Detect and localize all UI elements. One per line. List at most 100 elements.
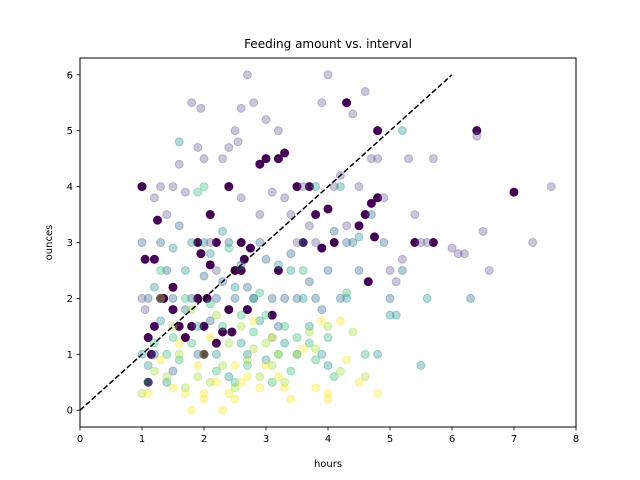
data-point <box>304 327 314 337</box>
data-point <box>273 260 283 270</box>
data-point <box>370 232 379 242</box>
data-point <box>211 310 221 320</box>
data-point <box>447 243 457 253</box>
data-point <box>242 282 252 292</box>
y-tick-label: 0 <box>67 406 73 417</box>
x-tick-label: 7 <box>511 434 517 445</box>
data-point <box>292 238 302 247</box>
data-point <box>193 142 203 152</box>
data-point <box>391 277 401 287</box>
data-point <box>168 383 178 393</box>
data-point <box>146 349 156 359</box>
data-point <box>156 316 166 326</box>
data-point <box>193 187 203 197</box>
data-point <box>342 221 352 231</box>
data-point <box>246 243 255 253</box>
data-point <box>174 321 184 331</box>
data-point <box>218 226 228 236</box>
data-point <box>255 383 265 393</box>
data-point <box>317 243 327 253</box>
data-point <box>286 265 296 275</box>
y-tick-label: 5 <box>67 126 73 137</box>
data-point <box>385 293 395 303</box>
data-point <box>205 299 215 309</box>
data-point <box>255 210 265 220</box>
data-point <box>335 293 345 303</box>
x-tick-label: 1 <box>139 434 145 445</box>
data-point <box>187 238 197 247</box>
data-point <box>143 293 153 303</box>
data-point <box>199 321 209 331</box>
reference-line <box>79 74 453 411</box>
data-point <box>261 154 271 164</box>
data-point <box>311 238 321 247</box>
data-point <box>311 344 321 354</box>
data-point <box>218 321 228 331</box>
data-point <box>329 226 339 236</box>
data-point <box>143 333 153 343</box>
y-tick-label: 4 <box>67 182 73 193</box>
data-point <box>360 372 370 382</box>
data-point <box>267 333 277 343</box>
data-point <box>242 70 252 80</box>
data-point <box>428 154 438 164</box>
data-point <box>466 293 476 303</box>
data-point <box>168 282 178 292</box>
data-point <box>137 293 147 303</box>
data-point <box>187 321 197 331</box>
data-point <box>255 288 265 298</box>
data-point <box>255 316 265 326</box>
data-point <box>156 265 166 275</box>
data-point <box>273 372 283 382</box>
data-point <box>323 394 333 404</box>
data-point <box>354 377 364 387</box>
data-point <box>280 377 290 387</box>
data-point <box>211 265 221 275</box>
data-point <box>174 221 184 231</box>
data-point <box>162 372 172 382</box>
data-point <box>304 338 314 348</box>
data-point <box>205 210 215 220</box>
data-point <box>236 265 246 275</box>
data-point <box>199 349 209 359</box>
data-point <box>205 249 215 259</box>
data-point <box>199 394 209 404</box>
data-point <box>484 265 494 275</box>
data-point <box>286 249 296 259</box>
data-point <box>236 377 246 387</box>
data-point <box>149 282 159 292</box>
data-point <box>261 115 271 124</box>
data-point <box>199 238 209 247</box>
data-point <box>304 221 314 231</box>
data-point <box>156 182 166 192</box>
data-point <box>304 277 314 287</box>
data-point <box>267 361 277 370</box>
data-point <box>428 238 438 247</box>
data-point <box>249 316 259 326</box>
data-point <box>329 182 339 192</box>
data-point <box>298 182 308 192</box>
data-point <box>298 293 308 303</box>
data-point <box>218 327 228 337</box>
data-point <box>323 265 333 275</box>
data-point <box>236 103 246 113</box>
data-point <box>416 361 426 370</box>
data-point <box>311 293 321 303</box>
data-point <box>528 238 538 247</box>
data-point <box>267 293 277 303</box>
data-point <box>273 349 283 359</box>
data-point <box>323 388 333 398</box>
data-point <box>280 338 290 348</box>
data-point <box>180 293 190 303</box>
data-point <box>323 333 333 343</box>
data-point <box>218 154 228 164</box>
data-point <box>342 98 352 108</box>
y-tick-label: 3 <box>67 238 73 249</box>
data-point <box>391 310 401 320</box>
data-point <box>397 126 407 136</box>
data-point <box>472 131 482 141</box>
data-point <box>168 333 178 343</box>
data-point <box>329 238 339 247</box>
data-point <box>360 349 370 359</box>
